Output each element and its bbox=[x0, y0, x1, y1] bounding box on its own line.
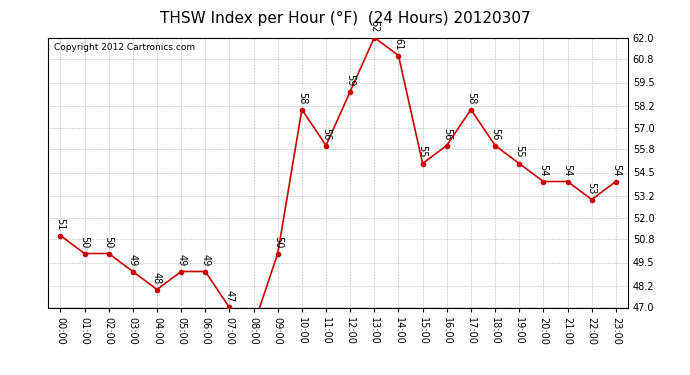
Text: 49: 49 bbox=[176, 254, 186, 266]
Text: 54: 54 bbox=[562, 164, 573, 176]
Text: 54: 54 bbox=[611, 164, 621, 176]
Text: 62: 62 bbox=[369, 20, 380, 32]
Text: 58: 58 bbox=[466, 92, 476, 104]
Text: 56: 56 bbox=[321, 128, 331, 140]
Text: 55: 55 bbox=[417, 146, 428, 158]
Text: 50: 50 bbox=[273, 236, 283, 248]
Text: 49: 49 bbox=[128, 254, 138, 266]
Text: 50: 50 bbox=[79, 236, 90, 248]
Text: 54: 54 bbox=[538, 164, 549, 176]
Text: 48: 48 bbox=[152, 272, 162, 284]
Text: 53: 53 bbox=[586, 182, 597, 194]
Text: 50: 50 bbox=[104, 236, 114, 248]
Text: 47: 47 bbox=[224, 290, 235, 302]
Text: Copyright 2012 Cartronics.com: Copyright 2012 Cartronics.com bbox=[54, 43, 195, 52]
Text: 56: 56 bbox=[442, 128, 452, 140]
Text: 46: 46 bbox=[0, 374, 1, 375]
Text: 51: 51 bbox=[55, 217, 66, 230]
Text: 55: 55 bbox=[514, 146, 524, 158]
Text: 49: 49 bbox=[200, 254, 210, 266]
Text: THSW Index per Hour (°F)  (24 Hours) 20120307: THSW Index per Hour (°F) (24 Hours) 2012… bbox=[159, 11, 531, 26]
Text: 59: 59 bbox=[345, 74, 355, 86]
Text: 61: 61 bbox=[393, 38, 404, 50]
Text: 58: 58 bbox=[297, 92, 307, 104]
Text: 56: 56 bbox=[490, 128, 500, 140]
